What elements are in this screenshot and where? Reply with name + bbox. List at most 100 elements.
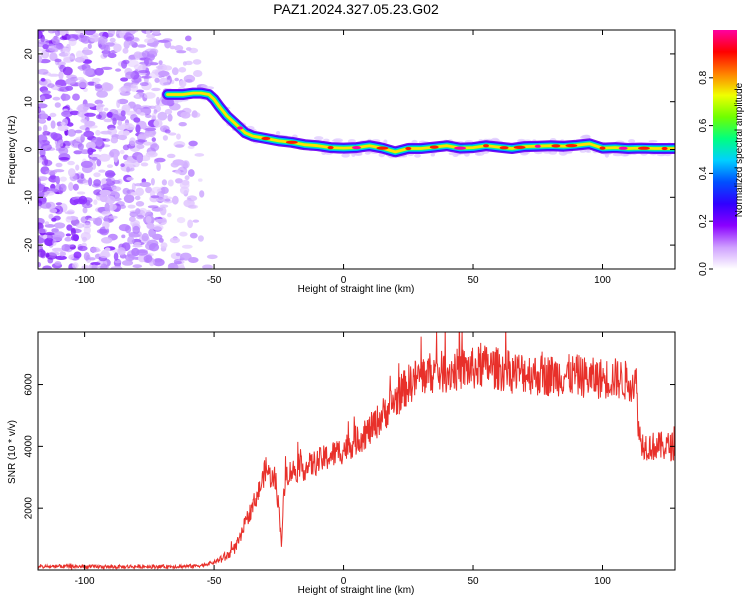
noise-blob bbox=[185, 35, 192, 42]
noise-blob bbox=[77, 143, 84, 151]
noise-blob bbox=[74, 30, 86, 35]
noise-blob bbox=[38, 200, 43, 207]
noise-blob bbox=[193, 70, 203, 77]
ridge-halo bbox=[452, 152, 459, 157]
noise-blob bbox=[141, 233, 149, 242]
noise-blob bbox=[87, 147, 94, 155]
noise-blob bbox=[101, 210, 111, 216]
noise-blob bbox=[38, 262, 41, 268]
noise-blob bbox=[81, 265, 90, 269]
noise-blob bbox=[145, 216, 152, 224]
noise-blob bbox=[159, 206, 167, 216]
noise-blob bbox=[57, 139, 64, 147]
noise-blob bbox=[40, 49, 50, 59]
noise-blob bbox=[83, 68, 94, 76]
noise-blob bbox=[38, 30, 45, 33]
noise-blob bbox=[158, 70, 170, 77]
noise-blob bbox=[113, 43, 122, 53]
noise-blob bbox=[123, 33, 135, 42]
noise-blob bbox=[170, 252, 183, 260]
noise-blob bbox=[128, 233, 141, 238]
noise-blob bbox=[163, 82, 171, 86]
noise-blob bbox=[54, 58, 62, 63]
noise-blob bbox=[171, 67, 179, 76]
noise-blob bbox=[145, 30, 151, 36]
noise-blob bbox=[84, 30, 96, 36]
noise-blob bbox=[94, 217, 103, 226]
y-tick-label: 2000 bbox=[24, 497, 35, 520]
noise-blob bbox=[161, 179, 167, 186]
noise-blob bbox=[151, 87, 161, 92]
y-tick-label: 10 bbox=[24, 96, 35, 108]
ridge-peak bbox=[513, 145, 526, 149]
noise-blob bbox=[143, 255, 153, 263]
noise-blob bbox=[75, 164, 80, 171]
noise-blob bbox=[41, 90, 51, 95]
noise-blob bbox=[143, 141, 152, 146]
noise-blob bbox=[116, 115, 126, 121]
figure-title: PAZ1.2024.327.05.23.G02 bbox=[273, 1, 439, 17]
noise-blob bbox=[59, 64, 66, 72]
noise-blob bbox=[135, 124, 141, 133]
noise-blob bbox=[149, 62, 159, 66]
snr-panel: -100 -50 0 50 100 2000 4000 6000 Height of str… bbox=[7, 331, 676, 596]
noise-blob bbox=[61, 110, 73, 118]
noise-blob bbox=[82, 47, 90, 56]
ridge-halo bbox=[341, 153, 350, 158]
noise-blob bbox=[38, 103, 48, 109]
noise-blob bbox=[65, 78, 76, 85]
noise-blob bbox=[51, 228, 59, 233]
y-tick-label: 4000 bbox=[24, 435, 35, 458]
noise-blob bbox=[39, 202, 52, 209]
spectrogram-y-label: Frequency (Hz) bbox=[7, 116, 18, 185]
noise-blob bbox=[55, 255, 67, 260]
noise-blob bbox=[96, 114, 102, 120]
noise-blob bbox=[140, 162, 149, 167]
noise-blob bbox=[150, 143, 160, 152]
noise-blob bbox=[94, 99, 104, 105]
noise-blob bbox=[132, 225, 140, 235]
noise-blob bbox=[136, 154, 143, 164]
ridge-halo bbox=[586, 149, 592, 153]
noise-blob bbox=[188, 140, 198, 147]
noise-blob bbox=[178, 122, 187, 127]
ridge-peak bbox=[565, 144, 578, 148]
noise-blob bbox=[49, 208, 58, 214]
spectrogram-y-ticks: -20 -10 0 10 20 bbox=[24, 48, 675, 252]
ridge-peak bbox=[483, 144, 489, 148]
ridge-peak bbox=[352, 146, 361, 150]
noise-blob bbox=[147, 205, 159, 209]
noise-blob bbox=[134, 195, 141, 201]
noise-blob bbox=[158, 238, 164, 243]
y-tick-label: -10 bbox=[24, 190, 35, 205]
noise-blob bbox=[79, 33, 85, 38]
noise-blob bbox=[135, 208, 141, 215]
ridge-peak bbox=[261, 136, 271, 141]
ridge-halo bbox=[604, 152, 610, 158]
noise-blob bbox=[67, 209, 75, 215]
noise-blob bbox=[66, 224, 73, 231]
noise-blob bbox=[38, 126, 42, 132]
noise-blob bbox=[127, 59, 139, 68]
noise-blob bbox=[48, 73, 60, 77]
noise-blob bbox=[174, 261, 183, 265]
noise-blob bbox=[192, 59, 202, 65]
noise-blob bbox=[91, 264, 97, 269]
noise-blob bbox=[158, 60, 163, 65]
noise-blob bbox=[109, 37, 116, 43]
noise-blob bbox=[44, 221, 50, 226]
noise-blob bbox=[101, 82, 111, 91]
noise-blob bbox=[49, 52, 58, 61]
noise-blob bbox=[61, 93, 66, 102]
noise-blob bbox=[174, 45, 184, 52]
y-tick-label: -20 bbox=[24, 237, 35, 252]
noise-blob bbox=[51, 36, 61, 45]
noise-blob bbox=[127, 236, 135, 245]
noise-blob bbox=[50, 120, 56, 129]
noise-blob bbox=[130, 192, 138, 196]
noise-blob bbox=[40, 95, 46, 102]
noise-blob bbox=[178, 67, 187, 73]
noise-blob bbox=[202, 264, 213, 269]
noise-blob bbox=[88, 257, 96, 261]
ridge-peak bbox=[599, 146, 606, 150]
